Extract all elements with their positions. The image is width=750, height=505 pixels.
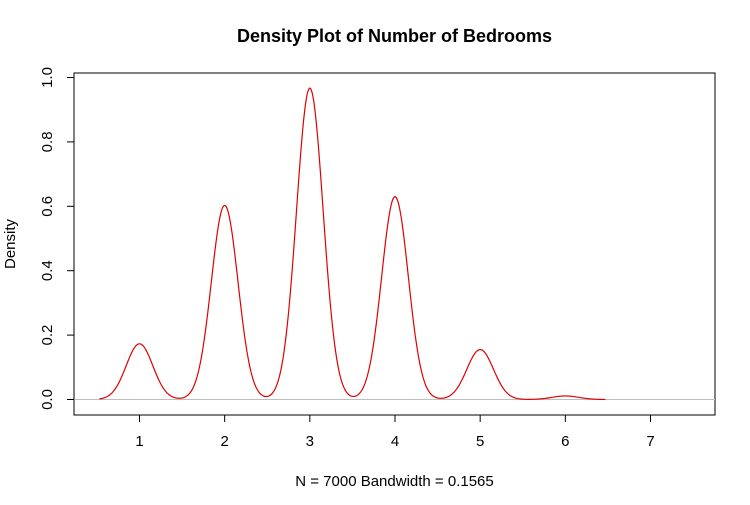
y-axis-label: Density [2,218,19,269]
y-tick-label: 0.6 [39,196,56,217]
x-tick-label: 6 [561,433,569,450]
x-tick-label: 4 [391,433,399,450]
y-tick-label: 1.0 [39,67,56,88]
x-tick-label: 5 [476,433,484,450]
y-tick-label: 0.0 [39,389,56,410]
density-curve [99,87,606,401]
plot-frame [73,72,716,416]
x-tick-label: 7 [646,433,654,450]
y-tick-label: 0.2 [39,325,56,346]
x-axis: 1 2 3 4 5 6 7 [135,414,655,450]
x-axis-label: N = 7000 Bandwidth = 0.1565 [295,473,494,490]
chart-title: Density Plot of Number of Bedrooms [237,26,552,46]
y-tick-label: 0.4 [39,260,56,281]
x-tick-label: 2 [220,433,228,450]
x-tick-label: 1 [135,433,143,450]
y-tick-label: 0.8 [39,131,56,152]
y-axis: 0.0 0.2 0.4 0.6 0.8 1.0 [39,67,75,410]
x-tick-label: 3 [306,433,314,450]
